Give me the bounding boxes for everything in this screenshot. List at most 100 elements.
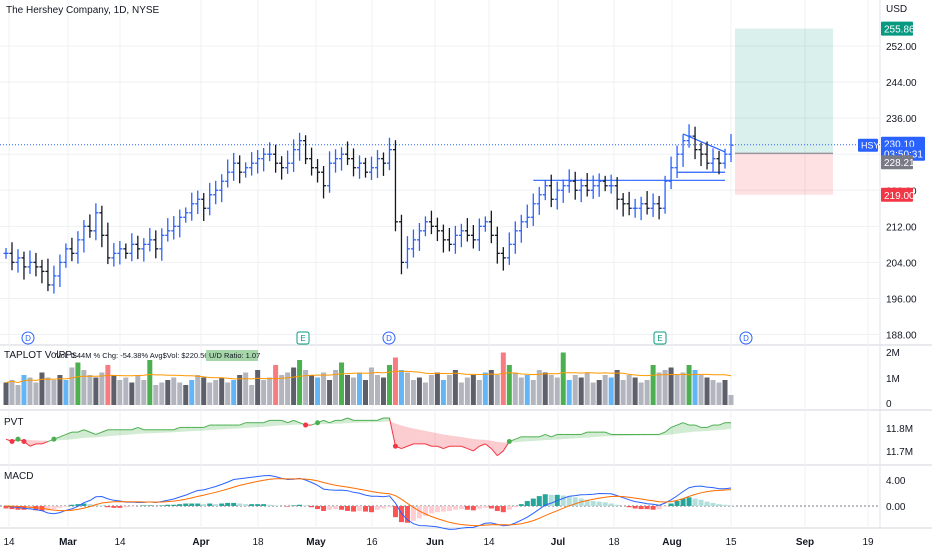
- volume-bar[interactable]: [327, 380, 333, 405]
- ohlc-bar[interactable]: [51, 265, 57, 294]
- volume-bar[interactable]: [123, 377, 129, 406]
- volume-bar[interactable]: [644, 380, 650, 405]
- ohlc-bar[interactable]: [351, 148, 357, 177]
- macd-histogram-bar[interactable]: [542, 494, 548, 506]
- volume-bar[interactable]: [530, 380, 536, 405]
- volume-bar[interactable]: [201, 377, 207, 406]
- volume-bar[interactable]: [45, 377, 51, 406]
- dividend-marker[interactable]: [739, 331, 753, 345]
- volume-bar[interactable]: [542, 372, 548, 406]
- macd-histogram-bar[interactable]: [285, 506, 291, 507]
- macd-histogram-bar[interactable]: [93, 504, 99, 506]
- volume-bar[interactable]: [87, 375, 93, 405]
- ohlc-bar[interactable]: [261, 147, 267, 172]
- ohlc-bar[interactable]: [584, 173, 590, 197]
- macd-histogram-bar[interactable]: [213, 504, 219, 506]
- earnings-marker[interactable]: [653, 331, 667, 345]
- macd-histogram-bar[interactable]: [309, 506, 315, 508]
- volume-bar[interactable]: [279, 375, 285, 405]
- volume-bar[interactable]: [135, 375, 141, 405]
- macd-histogram-bar[interactable]: [357, 506, 363, 511]
- volume-bar[interactable]: [458, 382, 464, 406]
- ohlc-bar[interactable]: [57, 254, 63, 287]
- volume-bar[interactable]: [171, 377, 177, 406]
- ohlc-bar[interactable]: [644, 191, 650, 215]
- volume-bar[interactable]: [33, 382, 39, 406]
- volume-bar[interactable]: [602, 375, 608, 405]
- volume-bar[interactable]: [386, 365, 392, 405]
- volume-bar[interactable]: [488, 370, 494, 405]
- volume-bar[interactable]: [183, 385, 189, 405]
- ohlc-bar[interactable]: [195, 190, 201, 215]
- macd-histogram-bar[interactable]: [165, 504, 171, 506]
- volume-bar[interactable]: [536, 370, 542, 405]
- ohlc-bar[interactable]: [159, 228, 165, 261]
- ohlc-bar[interactable]: [416, 222, 422, 251]
- volume-bar[interactable]: [249, 385, 255, 405]
- macd-histogram-bar[interactable]: [458, 506, 464, 510]
- volume-bar[interactable]: [668, 367, 674, 406]
- ohlc-bar[interactable]: [488, 210, 494, 244]
- volume-bar[interactable]: [446, 375, 452, 405]
- macd-histogram-bar[interactable]: [404, 506, 410, 523]
- macd-histogram-bar[interactable]: [81, 503, 87, 506]
- macd-histogram-bar[interactable]: [345, 506, 351, 511]
- volume-bar[interactable]: [716, 382, 722, 406]
- ohlc-bar[interactable]: [69, 237, 75, 262]
- volume-bar[interactable]: [650, 365, 656, 405]
- macd-histogram-bar[interactable]: [45, 506, 51, 511]
- macd-histogram-bar[interactable]: [536, 496, 542, 506]
- macd-histogram-bar[interactable]: [3, 506, 9, 509]
- ohlc-bar[interactable]: [602, 175, 608, 192]
- ohlc-bar[interactable]: [171, 216, 177, 240]
- ohlc-bar[interactable]: [231, 152, 237, 181]
- macd-histogram-bar[interactable]: [273, 505, 279, 506]
- volume-bar[interactable]: [656, 372, 662, 406]
- macd-histogram-bar[interactable]: [255, 504, 261, 506]
- ohlc-bar[interactable]: [291, 139, 297, 172]
- ohlc-bar[interactable]: [656, 195, 662, 220]
- macd-histogram-bar[interactable]: [75, 504, 81, 506]
- ohlc-bar[interactable]: [99, 205, 105, 248]
- macd-histogram-bar[interactable]: [608, 503, 614, 506]
- volume-bar[interactable]: [452, 370, 458, 405]
- loss-zone[interactable]: [735, 153, 833, 195]
- volume-bar[interactable]: [704, 377, 710, 406]
- volume-bar[interactable]: [560, 352, 566, 406]
- ohlc-bar[interactable]: [464, 218, 470, 242]
- macd-histogram-bar[interactable]: [374, 506, 380, 510]
- volume-bar[interactable]: [297, 360, 303, 405]
- volume-bar[interactable]: [39, 372, 45, 406]
- ohlc-bar[interactable]: [386, 137, 392, 171]
- ohlc-bar[interactable]: [309, 147, 315, 176]
- ohlc-bar[interactable]: [638, 196, 644, 221]
- volume-bar[interactable]: [434, 372, 440, 406]
- earnings-marker[interactable]: [296, 331, 310, 345]
- volume-bar[interactable]: [512, 372, 518, 406]
- ohlc-bar[interactable]: [668, 156, 674, 190]
- volume-bar[interactable]: [147, 360, 153, 405]
- macd-histogram-bar[interactable]: [321, 506, 327, 511]
- macd-histogram-bar[interactable]: [351, 506, 357, 512]
- volume-bar[interactable]: [141, 380, 147, 405]
- ohlc-bar[interactable]: [482, 216, 488, 232]
- ohlc-bar[interactable]: [303, 135, 309, 165]
- ohlc-bar[interactable]: [536, 186, 542, 215]
- volume-bar[interactable]: [692, 370, 698, 405]
- dividend-marker[interactable]: [382, 331, 396, 345]
- ohlc-bar[interactable]: [560, 179, 566, 203]
- volume-bar[interactable]: [524, 375, 530, 405]
- ohlc-bar[interactable]: [704, 141, 710, 170]
- ohlc-bar[interactable]: [249, 152, 255, 176]
- volume-bar[interactable]: [9, 380, 15, 405]
- macd-histogram-bar[interactable]: [363, 506, 369, 512]
- macd-histogram-bar[interactable]: [57, 506, 63, 508]
- volume-bar[interactable]: [105, 365, 111, 405]
- ohlc-bar[interactable]: [213, 180, 219, 205]
- macd-histogram-bar[interactable]: [722, 504, 728, 506]
- ohlc-bar[interactable]: [524, 204, 530, 229]
- ohlc-bar[interactable]: [45, 258, 51, 292]
- volume-bar[interactable]: [428, 375, 434, 405]
- ohlc-bar[interactable]: [183, 207, 189, 223]
- macd-histogram-bar[interactable]: [644, 506, 650, 510]
